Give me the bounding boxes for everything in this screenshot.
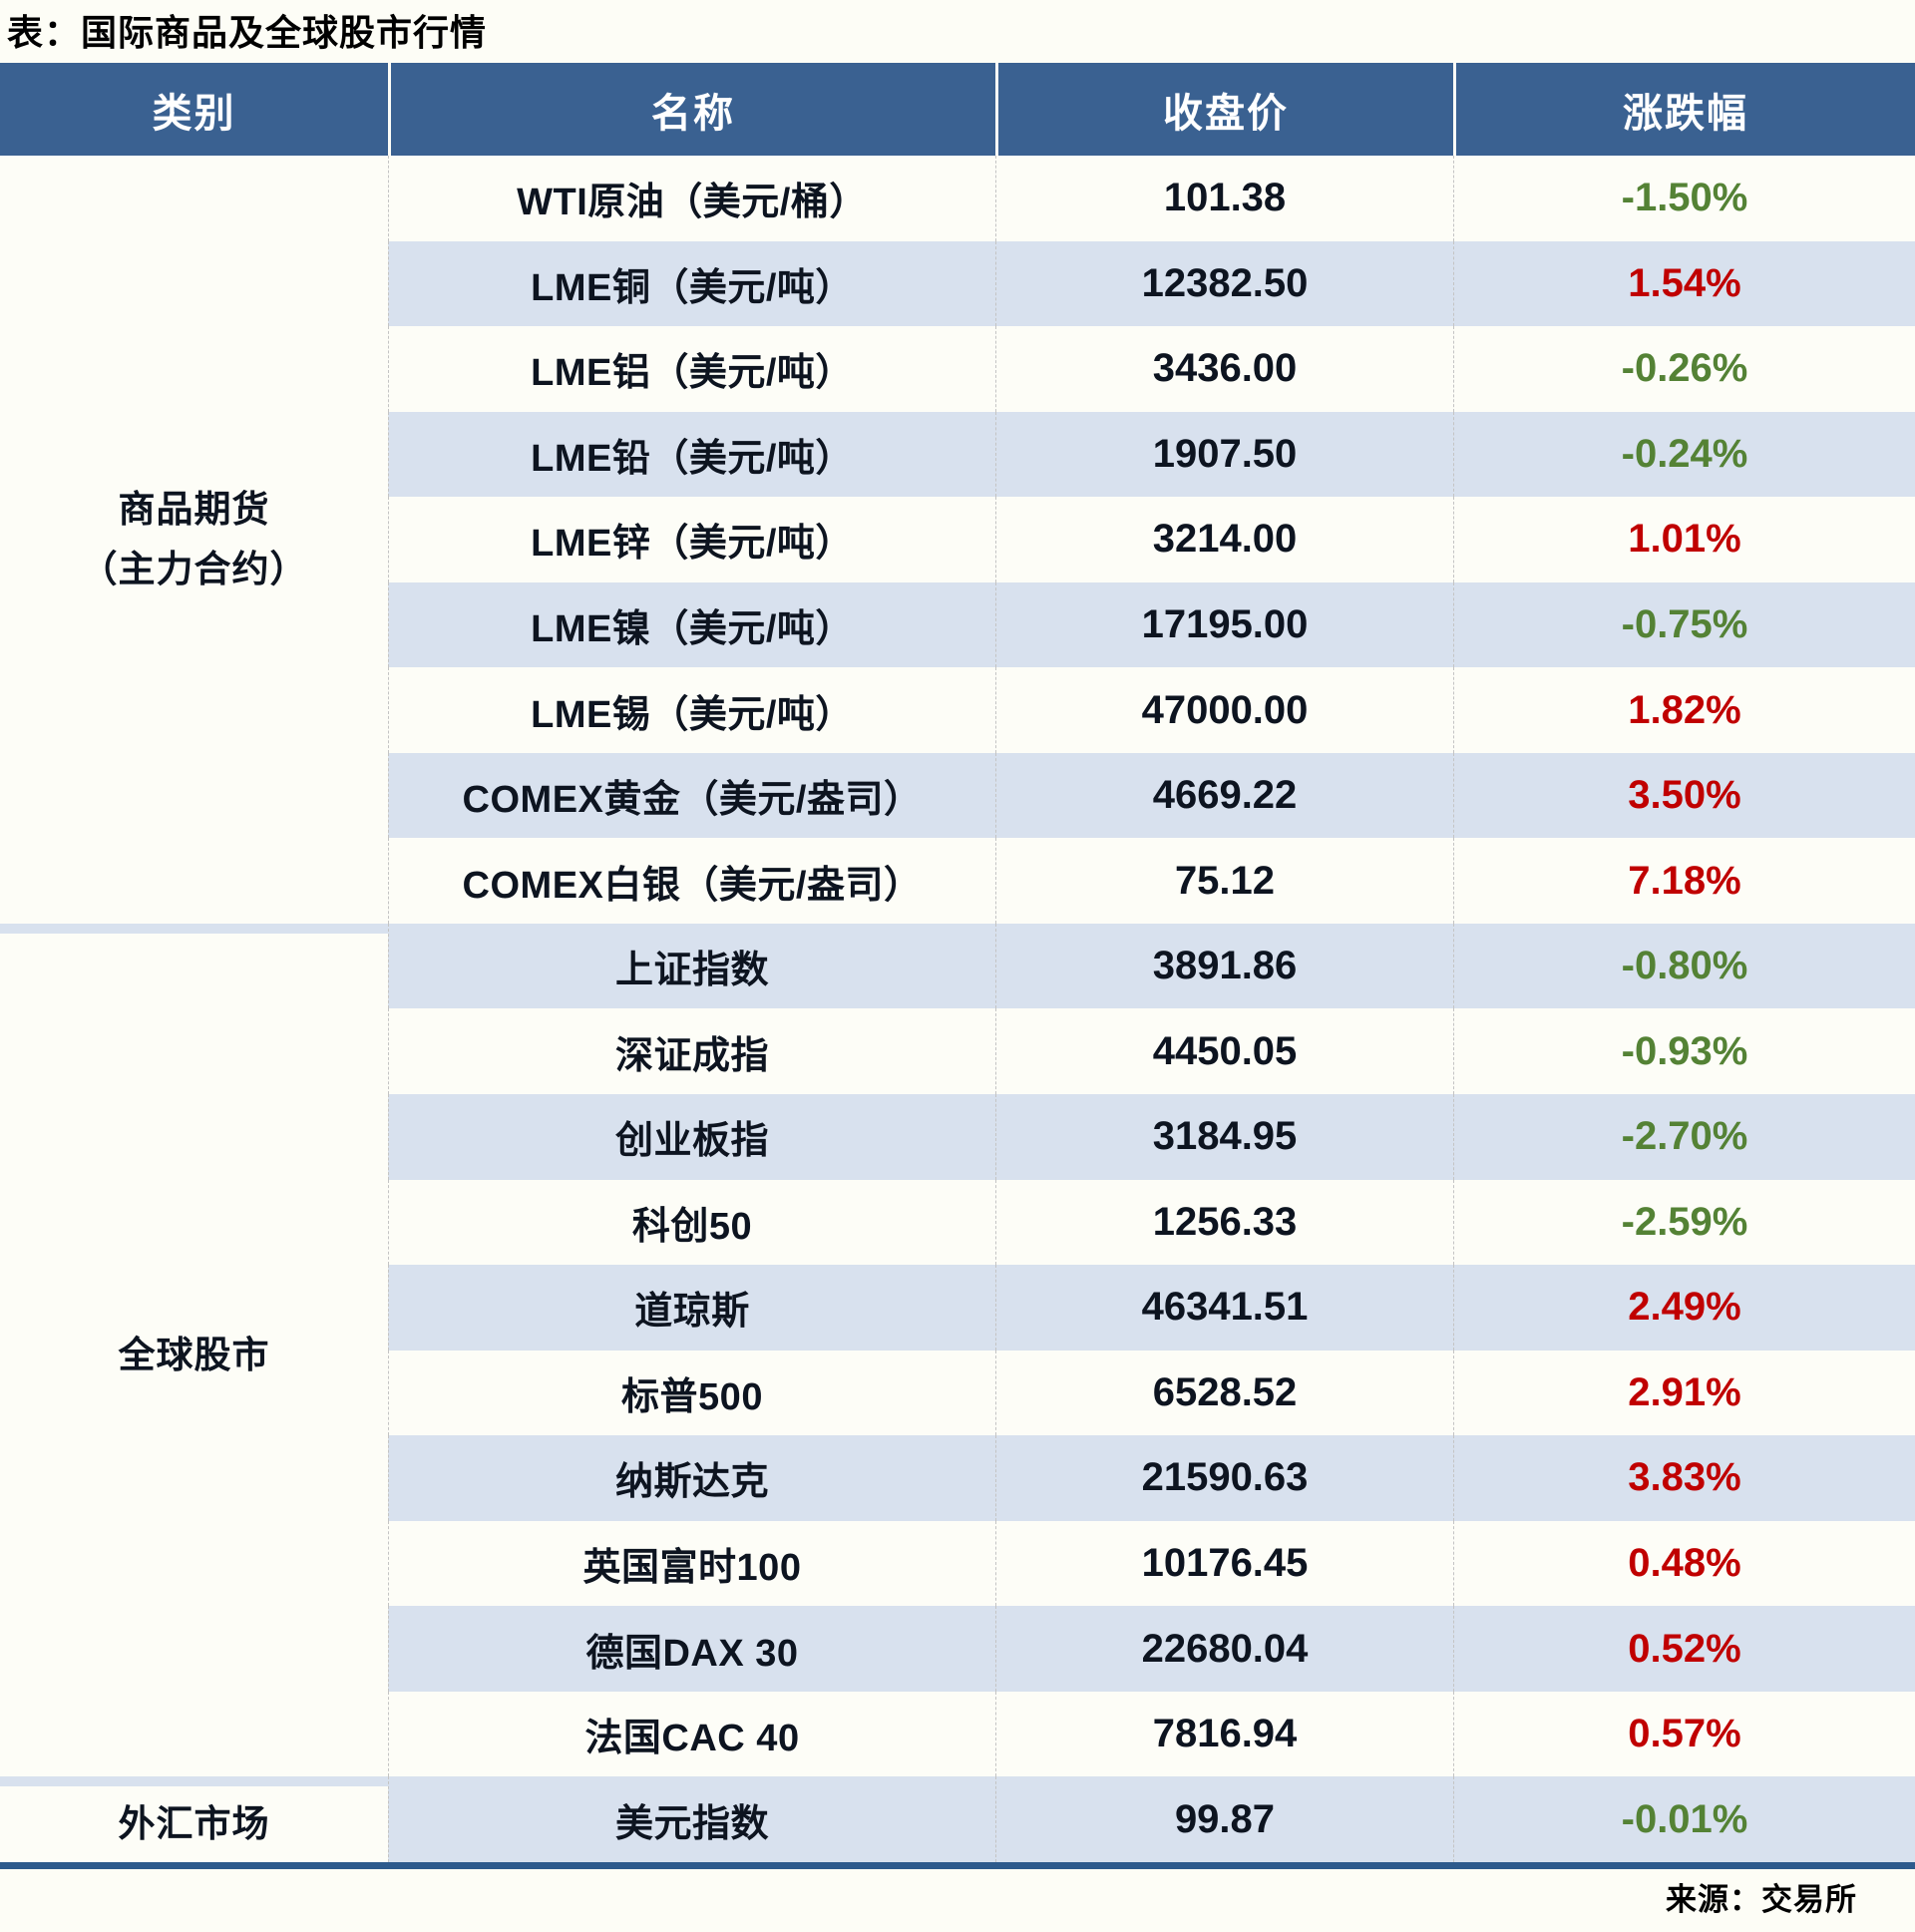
close-price-value: 3891.86 bbox=[995, 923, 1453, 1009]
change-pct-value: 3.50% bbox=[1453, 752, 1915, 839]
change-pct-value: -0.24% bbox=[1453, 411, 1915, 498]
category-label-line: （主力合约） bbox=[80, 548, 308, 589]
instrument-name: WTI原油（美元/桶） bbox=[388, 156, 995, 241]
instrument-name: LME铝（美元/吨） bbox=[388, 326, 995, 412]
change-pct-value: -0.93% bbox=[1453, 1008, 1915, 1095]
instrument-name: 道琼斯 bbox=[388, 1265, 995, 1351]
header-close-price: 收盘价 bbox=[995, 63, 1453, 156]
close-price-value: 12382.50 bbox=[995, 240, 1453, 327]
table-title: 表：国际商品及全球股市行情 bbox=[7, 12, 488, 53]
instrument-name: 法国CAC 40 bbox=[388, 1691, 995, 1777]
close-price-value: 99.87 bbox=[995, 1776, 1453, 1862]
change-pct-value: 7.18% bbox=[1453, 838, 1915, 924]
close-price-value: 4669.22 bbox=[995, 752, 1453, 839]
change-pct-value: -2.70% bbox=[1453, 1094, 1915, 1180]
close-price-value: 7816.94 bbox=[995, 1691, 1453, 1777]
close-price-value: 1907.50 bbox=[995, 411, 1453, 498]
change-pct-value: 3.83% bbox=[1453, 1435, 1915, 1521]
instrument-name: 德国DAX 30 bbox=[388, 1606, 995, 1692]
change-pct-value: -0.80% bbox=[1453, 923, 1915, 1009]
close-price-value: 101.38 bbox=[995, 156, 1453, 241]
close-price-value: 47000.00 bbox=[995, 667, 1453, 753]
close-price-value: 21590.63 bbox=[995, 1435, 1453, 1521]
instrument-name: COMEX黄金（美元/盎司） bbox=[388, 752, 995, 839]
header-name: 名称 bbox=[388, 63, 995, 156]
change-pct-value: -0.26% bbox=[1453, 326, 1915, 412]
instrument-name: 深证成指 bbox=[388, 1008, 995, 1095]
change-pct-value: -2.59% bbox=[1453, 1179, 1915, 1266]
change-pct-value: 1.82% bbox=[1453, 667, 1915, 753]
table-header-row: 类别 名称 收盘价 涨跌幅 bbox=[0, 63, 1915, 156]
change-pct-value: 1.01% bbox=[1453, 497, 1915, 582]
close-price-value: 6528.52 bbox=[995, 1350, 1453, 1436]
instrument-name: LME铜（美元/吨） bbox=[388, 240, 995, 327]
instrument-name: 英国富时100 bbox=[388, 1520, 995, 1607]
change-pct-value: 0.52% bbox=[1453, 1606, 1915, 1692]
instrument-name: LME镍（美元/吨） bbox=[388, 581, 995, 668]
change-pct-value: 2.91% bbox=[1453, 1350, 1915, 1436]
table-body: 商品期货 （主力合约） WTI原油（美元/桶） 101.38 -1.50% LME铜（美元… bbox=[0, 156, 1915, 1862]
category-label-line: 外汇市场 bbox=[118, 1803, 270, 1845]
instrument-name: LME铅（美元/吨） bbox=[388, 411, 995, 498]
change-pct-value: 0.57% bbox=[1453, 1691, 1915, 1777]
change-pct-value: -0.01% bbox=[1453, 1776, 1915, 1862]
instrument-name: LME锡（美元/吨） bbox=[388, 667, 995, 753]
instrument-name: LME锌（美元/吨） bbox=[388, 497, 995, 582]
close-price-value: 1256.33 bbox=[995, 1179, 1453, 1266]
instrument-name: COMEX白银（美元/盎司） bbox=[388, 838, 995, 924]
change-pct-value: 2.49% bbox=[1453, 1265, 1915, 1351]
change-pct-value: -1.50% bbox=[1453, 156, 1915, 241]
source-note: 来源：交易所 bbox=[1666, 1882, 1857, 1917]
category-cell: 外汇市场 bbox=[0, 1776, 388, 1862]
close-price-value: 3436.00 bbox=[995, 326, 1453, 412]
instrument-name: 纳斯达克 bbox=[388, 1435, 995, 1521]
market-table: 类别 名称 收盘价 涨跌幅 商品期货 （主力合约） WTI原油（美元/桶） 101.3… bbox=[0, 63, 1915, 1869]
close-price-value: 75.12 bbox=[995, 838, 1453, 924]
instrument-name: 科创50 bbox=[388, 1179, 995, 1266]
category-label-line: 商品期货 bbox=[118, 489, 270, 531]
close-price-value: 46341.51 bbox=[995, 1265, 1453, 1351]
close-price-value: 3214.00 bbox=[995, 497, 1453, 582]
change-pct-value: 0.48% bbox=[1453, 1520, 1915, 1607]
close-price-value: 3184.95 bbox=[995, 1094, 1453, 1180]
close-price-value: 10176.45 bbox=[995, 1520, 1453, 1607]
header-change-pct: 涨跌幅 bbox=[1453, 63, 1915, 156]
change-pct-value: 1.54% bbox=[1453, 240, 1915, 327]
header-category: 类别 bbox=[152, 91, 236, 136]
instrument-name: 创业板指 bbox=[388, 1094, 995, 1180]
change-pct-value: -0.75% bbox=[1453, 581, 1915, 668]
close-price-value: 4450.05 bbox=[995, 1008, 1453, 1095]
instrument-name: 上证指数 bbox=[388, 923, 995, 1009]
category-label-line: 全球股市 bbox=[118, 1334, 270, 1375]
instrument-name: 标普500 bbox=[388, 1350, 995, 1436]
category-cell: 全球股市 bbox=[0, 923, 388, 1777]
table-bottom-border bbox=[0, 1861, 1915, 1869]
close-price-value: 17195.00 bbox=[995, 581, 1453, 668]
category-cell: 商品期货 （主力合约） bbox=[0, 156, 388, 924]
instrument-name: 美元指数 bbox=[388, 1776, 995, 1862]
close-price-value: 22680.04 bbox=[995, 1606, 1453, 1692]
